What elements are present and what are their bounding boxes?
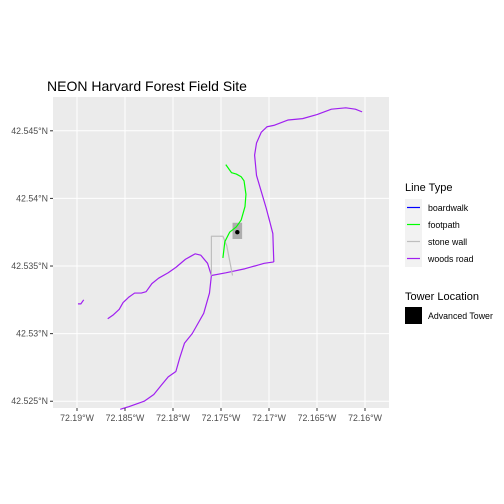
tower-point — [235, 230, 240, 235]
legend-tower-location: Tower Location Advanced Tower — [405, 291, 493, 324]
x-tick-label: 72.165°W — [298, 413, 337, 423]
tower-points — [235, 230, 240, 235]
y-tick-label: 42.535°N — [11, 261, 48, 271]
chart-title: NEON Harvard Forest Field Site — [47, 78, 247, 94]
legend-label: Advanced Tower — [428, 311, 493, 321]
legend-label: footpath — [428, 220, 460, 230]
y-axis: 42.525°N 42.53°N 42.535°N 42.54°N 42.545°N — [11, 126, 53, 406]
woods-road-line — [120, 275, 212, 410]
x-tick-label: 72.175°W — [202, 413, 241, 423]
x-tick-label: 72.18°W — [156, 413, 191, 423]
x-tick-label: 72.16°W — [348, 413, 383, 423]
legend-label: boardwalk — [428, 203, 469, 213]
x-axis: 72.19°W 72.185°W 72.18°W 72.175°W 72.17°W 72.… — [60, 408, 383, 423]
y-tick-label: 42.525°N — [11, 396, 48, 406]
woods-road-line — [77, 299, 85, 305]
grid-lines — [53, 97, 389, 408]
line-features — [77, 107, 363, 410]
stone-wall-line — [210, 235, 234, 276]
x-tick-label: 72.17°W — [252, 413, 287, 423]
x-tick-label: 72.185°W — [106, 413, 145, 423]
x-tick-label: 72.19°W — [60, 413, 95, 423]
legend-label: woods road — [427, 254, 474, 264]
legend-label: stone wall — [428, 237, 467, 247]
y-tick-label: 42.53°N — [16, 329, 48, 339]
legend-title-tower-location: Tower Location — [405, 291, 479, 303]
woods-road-line — [254, 107, 363, 262]
legend-title-line-type: Line Type — [405, 182, 453, 194]
woods-road-line — [107, 253, 212, 320]
woods-road-line — [211, 261, 274, 277]
y-tick-label: 42.545°N — [11, 126, 48, 136]
legend-key-tower — [405, 307, 422, 324]
legend-line-type: Line Type boardwalk footpath stone wall woo… — [405, 182, 474, 267]
y-tick-label: 42.54°N — [16, 193, 48, 203]
footpath-line — [222, 164, 247, 258]
